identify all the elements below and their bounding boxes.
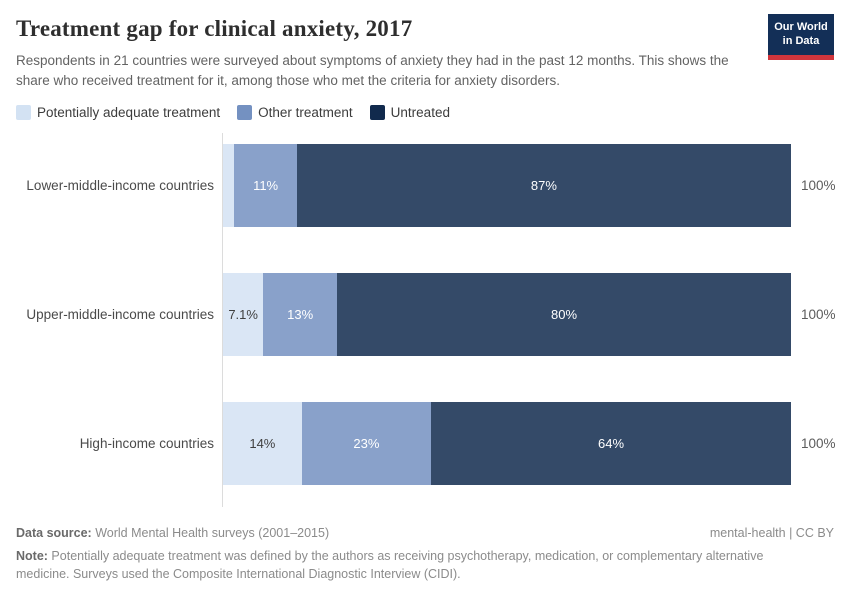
owid-logo[interactable]: Our World in Data [768, 14, 834, 60]
legend-item-potentially-adequate-treatment[interactable]: Potentially adequate treatment [16, 105, 221, 121]
y-axis-line [222, 133, 223, 508]
chart-footer: Data source: World Mental Health surveys… [16, 524, 834, 583]
owid-logo-line1: Our World [774, 21, 828, 33]
legend-swatch-icon [16, 105, 31, 121]
bar-value-label: 13% [287, 307, 314, 323]
chart-subtitle: Respondents in 21 countries were surveye… [16, 53, 729, 88]
category-label: Upper-middle-income countries [26, 307, 214, 323]
bar-value-label: 7.1% [228, 307, 258, 323]
bar-segment-potentially-adequate-treatment[interactable]: 14% [223, 402, 302, 486]
bar-track: 14% 23% 64% [223, 402, 792, 486]
legend-swatch-icon [237, 105, 253, 121]
bar-track: 7.1% 13% 80% [223, 273, 792, 357]
legend-swatch-icon [369, 105, 385, 121]
category-label: Lower-middle-income countries [26, 178, 214, 194]
bar-segment-other-treatment[interactable]: 23% [301, 402, 432, 486]
bar-value-label: 14% [249, 436, 276, 452]
chart-legend: Potentially adequate treatment Other trea… [16, 105, 834, 121]
bar-value-label: 87% [530, 178, 557, 194]
license-text: mental-health | CC BY [709, 526, 834, 541]
data-source-label: Data source: [16, 526, 92, 541]
bar-value-label: 64% [598, 436, 625, 452]
stacked-bar-chart: Lower-middle-income countries 11% 87% 100% U… [16, 133, 836, 508]
bar-value-label: 11% [253, 178, 279, 194]
bar-value-label: 23% [353, 436, 380, 452]
bar-segment-untreated[interactable]: 64% [431, 402, 792, 486]
footer-note: Note: Potentially adequate treatment was… [16, 547, 764, 583]
note-label: Note: [16, 549, 48, 564]
bar-segment-other-treatment[interactable]: 11% [234, 144, 297, 228]
chart-title: Treatment gap for clinical anxiety, 2017 [16, 16, 413, 41]
legend-label: Other treatment [258, 105, 353, 121]
legend-item-other-treatment[interactable]: Other treatment [237, 105, 353, 121]
bar-track: 11% 87% [223, 144, 791, 228]
bar-value-label: 80% [551, 307, 578, 323]
bar-segment-other-treatment[interactable]: 13% [263, 273, 338, 357]
total-label: 100% [801, 307, 836, 323]
legend-label: Untreated [390, 105, 450, 121]
bar-segment-untreated[interactable]: 80% [337, 273, 792, 357]
footer-source-row: Data source: World Mental Health surveys… [16, 524, 834, 542]
owid-logo-line2: in Data [782, 34, 820, 47]
data-source-text: World Mental Health surveys (2001–2015) [91, 526, 330, 541]
legend-item-untreated[interactable]: Untreated [369, 105, 450, 121]
category-label: High-income countries [79, 436, 214, 452]
bar-segment-untreated[interactable]: 87% [296, 144, 791, 228]
chart-header: Treatment gap for clinical anxiety, 2017… [16, 14, 834, 90]
note-text: Potentially adequate treatment was defin… [16, 549, 764, 582]
legend-label: Potentially adequate treatment [37, 105, 221, 121]
bar-segment-potentially-adequate-treatment[interactable] [223, 144, 235, 228]
bar-row-lower-middle-income-countries: Lower-middle-income countries 11% 87% 100% [16, 144, 836, 228]
total-label: 100% [801, 178, 836, 194]
bar-row-high-income-countries: High-income countries 14% 23% 64% 100% [16, 402, 836, 486]
data-source: Data source: World Mental Health surveys… [16, 524, 329, 542]
bar-rows: Lower-middle-income countries 11% 87% 100% U… [16, 133, 836, 507]
total-label: 100% [801, 436, 836, 452]
bar-segment-potentially-adequate-treatment[interactable]: 7.1% [223, 273, 264, 357]
bar-row-upper-middle-income-countries: Upper-middle-income countries 7.1% 13% 80% 1… [16, 273, 836, 357]
